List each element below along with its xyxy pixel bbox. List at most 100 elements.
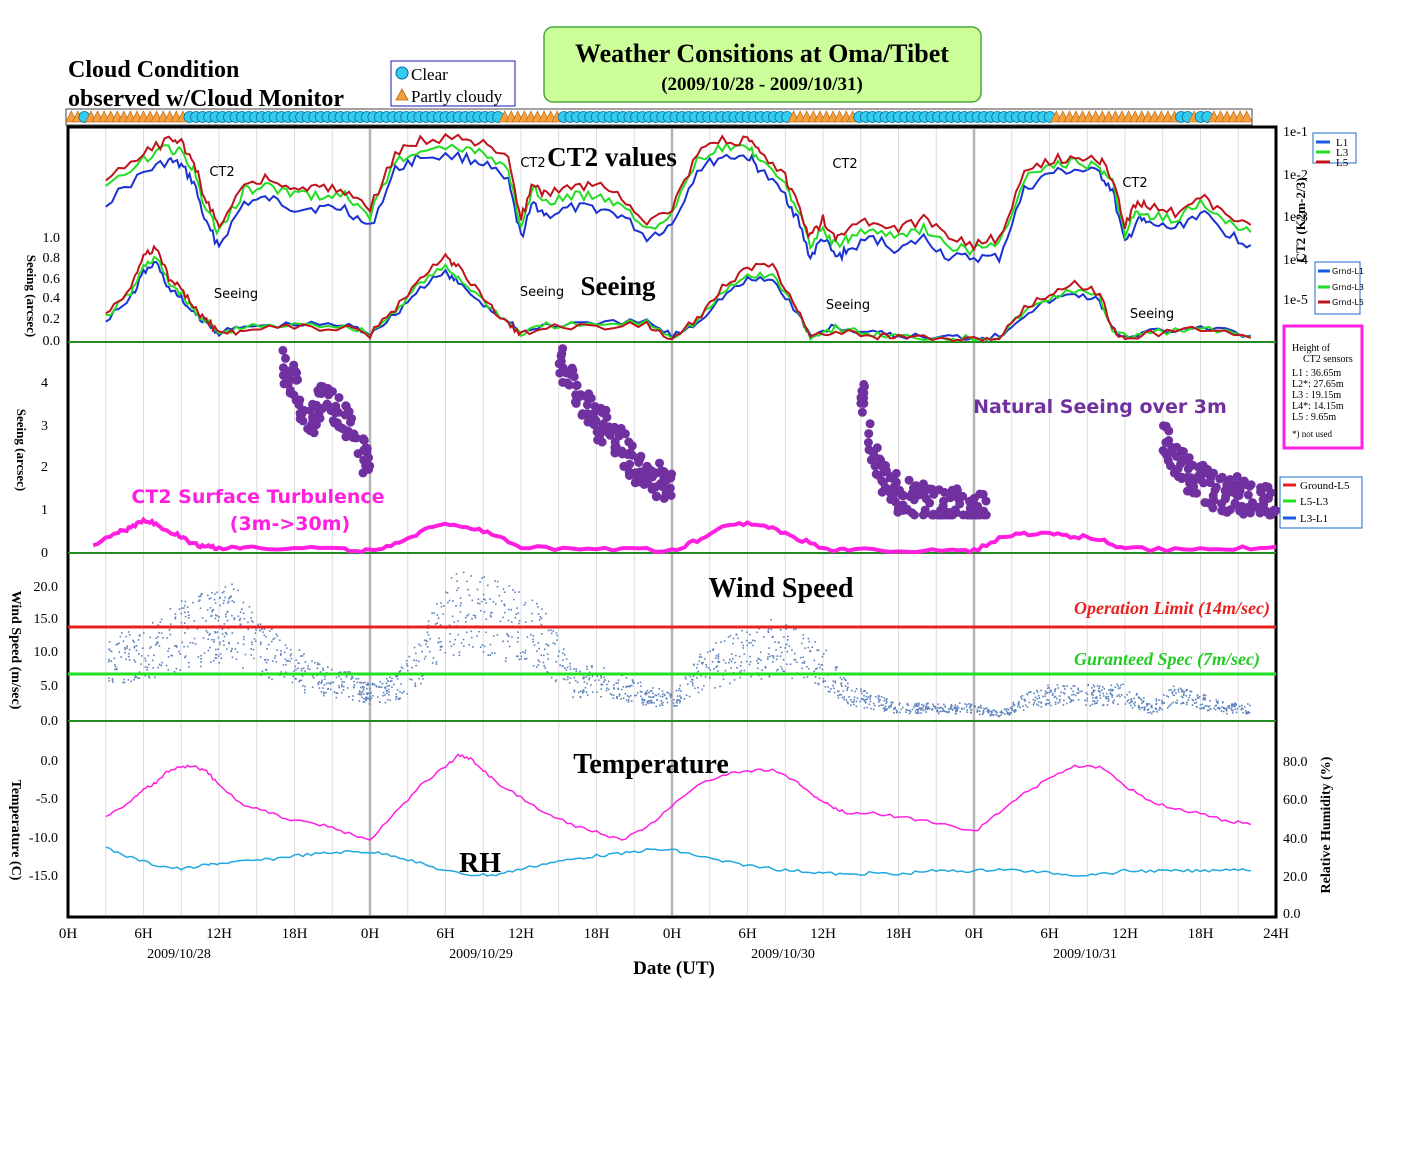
wind-point (317, 662, 319, 664)
wind-point (168, 629, 171, 631)
wind-point (1105, 692, 1108, 695)
wind-point (741, 629, 743, 632)
wind-point (259, 643, 262, 646)
wind-point (759, 651, 762, 653)
wind-point (184, 611, 186, 614)
wind-point (979, 713, 981, 716)
wind-point (132, 639, 134, 642)
wind-point (641, 697, 644, 700)
wind-point (696, 663, 699, 666)
cloud-strip (65, 108, 1253, 126)
wind-point (266, 648, 268, 650)
wind-point (252, 648, 255, 651)
wind-point (964, 703, 966, 705)
wind-point (387, 688, 390, 691)
wind-point (768, 676, 771, 678)
wind-point (318, 663, 321, 666)
wind-point (1092, 689, 1095, 692)
wind-point (982, 710, 985, 712)
wind-point (583, 681, 586, 683)
tick-label: 5.0 (41, 679, 59, 694)
wind-point (472, 646, 474, 648)
wind-point (443, 605, 445, 607)
wind-point (607, 688, 610, 691)
wind-point (607, 680, 610, 683)
wind-point (387, 698, 389, 701)
natural-seeing-point (952, 485, 962, 495)
wind-point (263, 634, 266, 637)
wind-point (1149, 711, 1151, 714)
wind-point (1246, 712, 1248, 715)
wind-point (865, 695, 868, 698)
wind-point (463, 645, 465, 647)
wind-point (1241, 704, 1243, 707)
wind-point (323, 684, 326, 686)
wind-point (415, 659, 418, 662)
wind-point (231, 600, 234, 602)
wind-point (531, 612, 533, 615)
wind-point (155, 644, 157, 646)
wind-point (207, 649, 210, 652)
wind-point (1143, 709, 1146, 711)
wind-point (353, 684, 356, 686)
wind-point (647, 702, 649, 705)
wind-point (458, 651, 461, 653)
wind-point (613, 684, 615, 686)
wind-point (883, 699, 886, 702)
wind-point (586, 665, 588, 668)
wind-point (886, 708, 888, 710)
wind-point (709, 669, 712, 671)
wind-point (406, 663, 408, 665)
wind-point (684, 676, 687, 678)
wind-point (426, 646, 429, 648)
wind-point (364, 698, 367, 701)
natural-ticks: 4 3 2 1 0 (41, 376, 48, 561)
wind-point (200, 593, 202, 596)
wind-point (775, 649, 777, 651)
wind-point (1147, 711, 1149, 714)
wind-point (432, 657, 435, 659)
wind-point (824, 680, 826, 682)
wind-point (1241, 707, 1243, 709)
wind-point (697, 686, 699, 689)
wind-point (543, 654, 545, 657)
wind-point (814, 682, 817, 684)
wind-point (866, 698, 869, 700)
wind-point (856, 697, 859, 700)
wind-point (1086, 693, 1089, 696)
wind-point (716, 665, 718, 667)
natural-seeing-point (605, 430, 615, 440)
wind-point (434, 623, 437, 625)
wind-point (317, 663, 319, 666)
wind-point (998, 715, 1001, 718)
wind-point (318, 681, 321, 683)
wind-point (485, 631, 487, 634)
wind-point (317, 683, 320, 686)
wind-point (479, 581, 481, 583)
plot-frame (66, 125, 1278, 919)
wind-point (954, 707, 957, 710)
wind-point (1174, 701, 1177, 704)
wind-point (764, 665, 767, 668)
wind-point (1221, 706, 1223, 708)
wind-point (261, 628, 263, 630)
wind-point (1072, 699, 1075, 702)
natural-seeing-point (341, 401, 351, 411)
wind-point (396, 689, 399, 691)
wind-point (1143, 697, 1145, 699)
wind-point (1048, 701, 1051, 704)
seeing-small-label: Seeing (826, 298, 870, 313)
wind-point (1096, 699, 1099, 702)
wind-point (794, 652, 796, 655)
wind-point (853, 698, 855, 701)
wind-point (179, 669, 181, 671)
natural-seeing-point (937, 510, 946, 520)
wind-point (146, 669, 148, 671)
wind-point (508, 645, 511, 648)
wind-point (352, 699, 354, 701)
wind-point (569, 668, 572, 670)
wind-point (403, 690, 405, 693)
wind-point (1038, 697, 1041, 699)
wind-point (537, 606, 539, 608)
wind-point (507, 619, 510, 622)
